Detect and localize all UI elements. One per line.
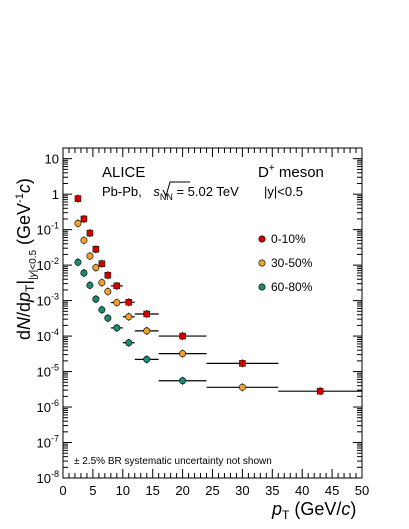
y-tick-label: 10-5: [37, 363, 59, 380]
legend-label: 0-10%: [271, 232, 306, 246]
y-tick-label: 10-6: [37, 398, 59, 415]
x-tick-label: 20: [175, 483, 189, 498]
x-tick-label: 0: [59, 483, 66, 498]
data-point: [74, 219, 82, 227]
y-axis-title: dN/dpT||y|<0.5 (GeV-1c): [14, 178, 39, 340]
axis-ticks: [62, 147, 363, 479]
particle-label: D+ meson: [258, 163, 324, 181]
data-point: [113, 282, 121, 290]
data-point: [125, 313, 133, 321]
x-tick-label: 45: [325, 483, 339, 498]
data-point: [143, 327, 151, 335]
data-point: [179, 377, 187, 385]
data-point: [179, 332, 186, 340]
data-point: [86, 252, 94, 260]
data-point: [143, 310, 150, 318]
x-axis-title: pT (GeV/c): [271, 499, 356, 522]
series-30-50%: [74, 219, 279, 392]
series-60-80%: [74, 258, 207, 385]
data-point: [239, 360, 246, 367]
data-point: [80, 236, 88, 244]
data-point: [92, 264, 100, 272]
x-tick-label: 30: [235, 483, 249, 498]
x-tick-label: 10: [116, 483, 130, 498]
y-tick-label: 1: [52, 187, 59, 202]
data-point: [104, 288, 112, 296]
data-point: [92, 246, 100, 253]
data-point: [86, 281, 94, 289]
data-point: [113, 299, 121, 307]
data-point: [316, 387, 324, 395]
x-tick-label: 15: [145, 483, 159, 498]
x-tick-labels: 0 5 10 15 20 25 30 35 40 45 50: [59, 483, 369, 498]
data-point: [98, 260, 106, 267]
data-series: [74, 194, 362, 396]
sqrt-sign: [162, 181, 190, 198]
x-tick-label: 5: [89, 483, 96, 498]
y-tick-label: 10-8: [37, 469, 59, 486]
legend-marker: [258, 259, 266, 267]
data-point: [104, 314, 112, 322]
footnote-label: ± 2.5% BR systematic uncertainty not sho…: [74, 456, 272, 467]
y-tick-label: 10: [45, 152, 59, 167]
series-0-10%: [74, 194, 362, 396]
data-point: [92, 295, 100, 303]
data-point: [74, 258, 82, 266]
rapidity-label: |y|<0.5: [264, 184, 303, 199]
y-tick-label: 10-2: [37, 256, 59, 273]
legend-label: 30-50%: [271, 256, 313, 270]
y-tick-label: 10-3: [37, 292, 59, 309]
x-tick-label: 35: [265, 483, 279, 498]
legend-marker: [258, 235, 266, 243]
data-point: [80, 215, 88, 223]
data-point: [98, 279, 106, 287]
data-point: [125, 339, 133, 347]
data-point: [143, 355, 151, 363]
data-point: [238, 383, 246, 391]
x-tick-label: 25: [205, 483, 219, 498]
legend-label: 60-80%: [271, 280, 313, 294]
legend-marker: [258, 283, 266, 291]
data-point: [74, 195, 82, 202]
data-point: [113, 324, 121, 332]
data-point: [125, 298, 133, 306]
y-tick-label: 10-4: [37, 327, 59, 344]
x-tick-label: 50: [355, 483, 369, 498]
data-point: [80, 269, 88, 277]
legend: 0-10% 30-50% 60-80%: [258, 232, 313, 294]
y-tick-label: 10-1: [37, 221, 59, 238]
data-point: [98, 306, 106, 314]
x-tick-label: 40: [295, 483, 309, 498]
experiment-label: ALICE: [102, 164, 145, 181]
y-tick-label: 10-7: [37, 434, 59, 451]
y-tick-labels: 10-8 10-7 10-6 10-5 10-4 10-3 10-2 10-1 1 10: [37, 152, 59, 486]
data-point: [86, 229, 94, 237]
system-label: Pb-Pb, sNN = 5.02 TeV: [102, 184, 239, 202]
data-point: [104, 271, 112, 279]
data-point: [179, 350, 187, 358]
